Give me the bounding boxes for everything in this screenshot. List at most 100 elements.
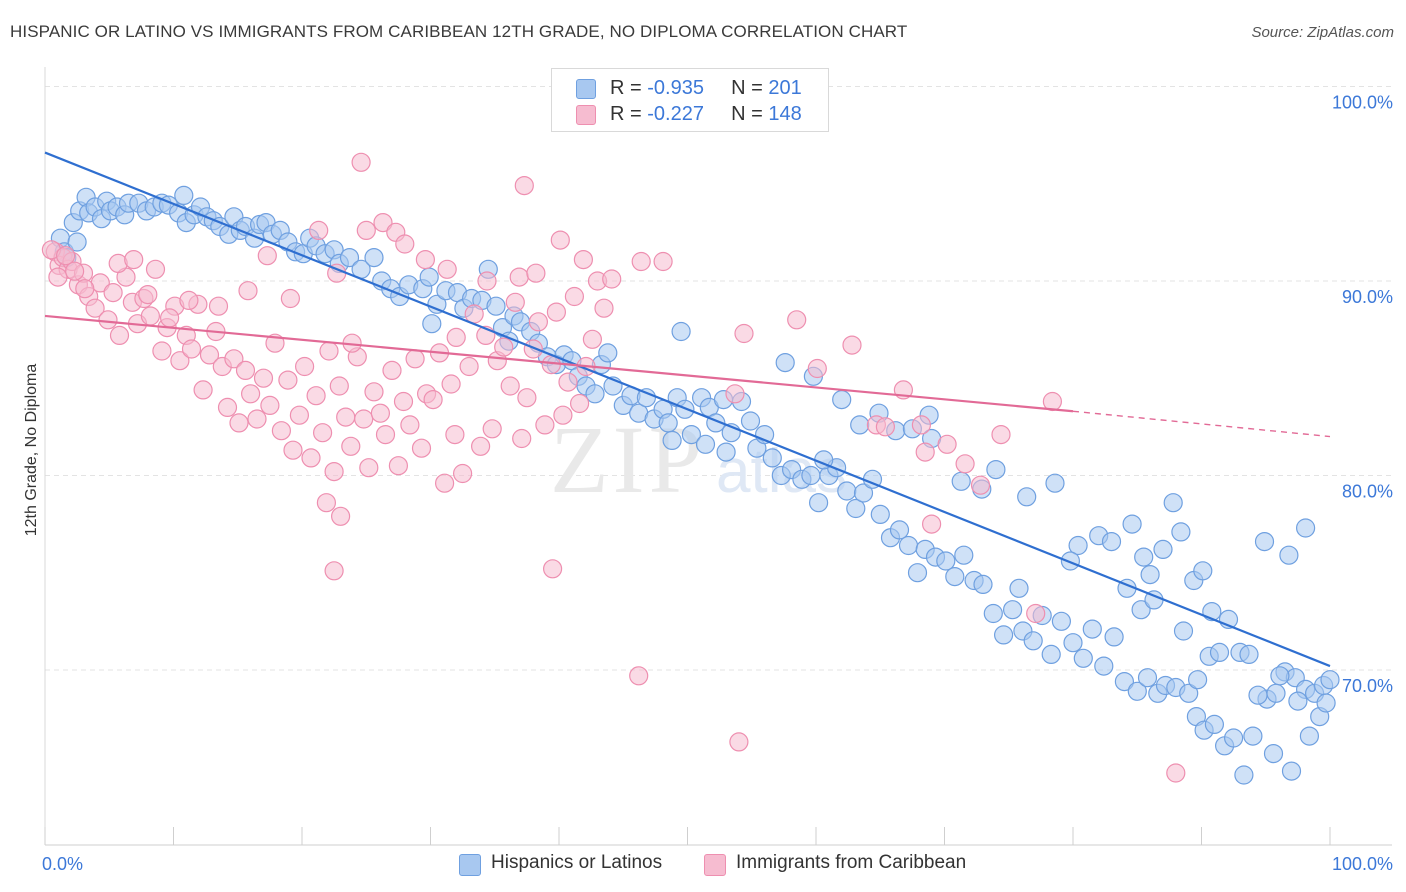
hispanics-point bbox=[1002, 600, 1023, 620]
caribbean-point bbox=[370, 403, 390, 423]
hispanics-point bbox=[1114, 671, 1135, 692]
r-value: -0.227 bbox=[647, 103, 704, 125]
caribbean-point bbox=[594, 298, 614, 318]
hispanics-point bbox=[993, 625, 1014, 645]
hispanics-point bbox=[936, 551, 956, 571]
hispanics-point bbox=[1254, 531, 1275, 552]
hispanics-point bbox=[1073, 648, 1093, 668]
y-tick-label: 100.0% bbox=[1332, 92, 1393, 112]
hispanics-point bbox=[907, 563, 928, 583]
caribbean-point bbox=[313, 423, 333, 443]
caribbean-point bbox=[179, 290, 199, 310]
caribbean-point bbox=[85, 298, 105, 318]
caribbean-point bbox=[140, 306, 160, 326]
caribbean-point bbox=[208, 296, 229, 316]
hispanics-point bbox=[1209, 642, 1230, 663]
caribbean-point bbox=[351, 152, 371, 172]
hispanics-point bbox=[1295, 518, 1316, 538]
hispanics-point bbox=[837, 481, 857, 501]
caribbean-point bbox=[415, 250, 435, 270]
caribbean-point bbox=[631, 251, 651, 272]
caribbean-point bbox=[526, 263, 546, 283]
caribbean-point bbox=[482, 419, 502, 439]
hispanics-point bbox=[1045, 473, 1065, 493]
caribbean-point bbox=[970, 475, 991, 495]
hispanics-point bbox=[1248, 685, 1268, 705]
hispanics-point bbox=[740, 411, 761, 431]
legend-swatch-pink bbox=[576, 105, 596, 125]
caribbean-point bbox=[280, 288, 300, 309]
hispanics-point bbox=[1279, 545, 1299, 565]
caribbean-point bbox=[283, 440, 303, 460]
hispanics-point bbox=[1051, 611, 1072, 631]
hispanics-point bbox=[808, 493, 829, 513]
caribbean-point bbox=[278, 370, 298, 390]
caribbean-point bbox=[915, 442, 935, 462]
caribbean-point bbox=[364, 382, 384, 402]
hispanics-point bbox=[695, 434, 716, 454]
watermark-zip: ZIP bbox=[550, 406, 706, 513]
hispanics-point bbox=[1171, 522, 1191, 542]
caribbean-point bbox=[124, 250, 144, 270]
caribbean-point bbox=[359, 458, 379, 478]
hispanics-point bbox=[945, 566, 965, 587]
hispanics-point bbox=[1023, 631, 1043, 651]
caribbean-point bbox=[329, 376, 349, 396]
caribbean-point bbox=[937, 434, 957, 454]
hispanics-point bbox=[973, 574, 993, 595]
caribbean-point bbox=[356, 220, 376, 240]
hispanics-point bbox=[364, 248, 384, 268]
caribbean-point bbox=[181, 339, 202, 359]
r-value: -0.935 bbox=[647, 77, 704, 99]
caribbean-point bbox=[152, 341, 172, 361]
caribbean-point bbox=[629, 666, 649, 686]
trend-line-caribbean bbox=[44, 314, 1074, 413]
hispanics-point bbox=[1270, 666, 1290, 686]
caribbean-point bbox=[98, 310, 118, 330]
caribbean-point bbox=[400, 415, 420, 435]
caribbean-point bbox=[512, 428, 532, 449]
hispanics-point bbox=[954, 545, 974, 565]
legend-swatch-blue bbox=[576, 79, 596, 99]
caribbean-point bbox=[550, 230, 570, 250]
r-label: R = bbox=[610, 103, 648, 125]
caribbean-point bbox=[911, 415, 932, 435]
hispanics-point bbox=[1320, 670, 1340, 690]
hispanics-point bbox=[762, 448, 782, 468]
caribbean-point bbox=[395, 234, 415, 254]
caribbean-point bbox=[528, 312, 549, 332]
caribbean-point bbox=[437, 259, 457, 279]
hispanics-point bbox=[898, 535, 919, 556]
caribbean-point bbox=[235, 360, 256, 380]
caribbean-point bbox=[653, 251, 673, 272]
axes-layer bbox=[44, 67, 1392, 846]
caribbean-point bbox=[523, 339, 543, 359]
hispanics-point bbox=[951, 471, 971, 491]
caribbean-point bbox=[602, 269, 622, 289]
hispanics-point bbox=[1068, 535, 1088, 556]
caribbean-point bbox=[558, 372, 578, 392]
caribbean-point bbox=[145, 259, 166, 279]
caribbean-point bbox=[514, 176, 534, 196]
caribbean-point bbox=[341, 436, 361, 456]
y-tick-label: 80.0% bbox=[1342, 481, 1393, 501]
caribbean-point bbox=[553, 405, 573, 425]
caribbean-point bbox=[807, 358, 827, 379]
caribbean-point bbox=[324, 462, 344, 482]
caribbean-point bbox=[257, 246, 277, 266]
hispanics-point bbox=[67, 232, 87, 252]
caribbean-point bbox=[289, 405, 309, 425]
chart-title: HISPANIC OR LATINO VS IMMIGRANTS FROM CA… bbox=[10, 22, 908, 41]
caribbean-point bbox=[170, 351, 190, 371]
caribbean-point bbox=[564, 286, 585, 307]
caribbean-point bbox=[271, 421, 291, 441]
caribbean-point bbox=[138, 285, 158, 305]
caribbean-point bbox=[471, 436, 491, 456]
hispanics-point bbox=[846, 498, 866, 519]
caribbean-point bbox=[238, 281, 258, 301]
caribbean-point bbox=[546, 302, 567, 322]
caribbean-point bbox=[382, 360, 402, 380]
caribbean-point bbox=[955, 454, 975, 474]
caribbean-point bbox=[224, 349, 244, 369]
x-tick-label: 0.0% bbox=[42, 854, 83, 874]
